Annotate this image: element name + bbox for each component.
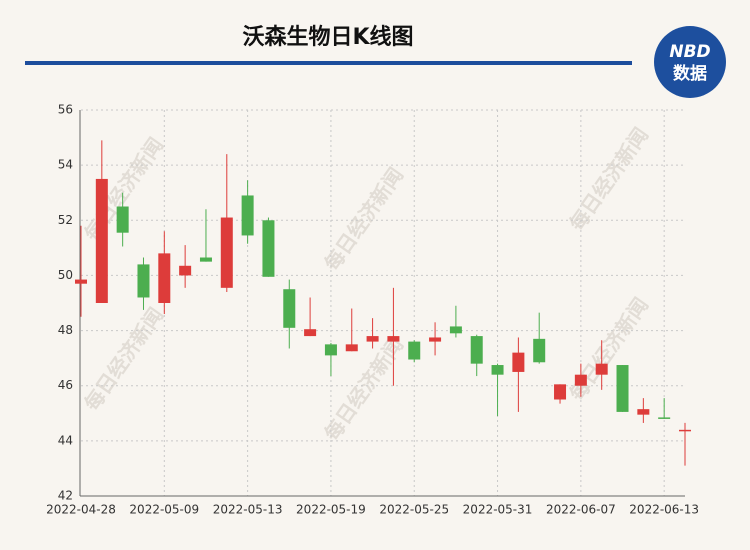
candle-body: [491, 365, 504, 375]
candle-body: [637, 409, 650, 415]
candle-body: [554, 384, 567, 400]
candle-body: [616, 365, 629, 412]
candle-body: [387, 336, 400, 342]
y-tick-label: 50: [58, 268, 73, 282]
candle-body: [95, 178, 108, 303]
y-tick-label: 42: [58, 489, 73, 503]
candle-body: [574, 374, 587, 386]
candle-body: [533, 338, 546, 363]
candle-body: [470, 336, 483, 364]
candle-body: [658, 417, 671, 419]
candle-body: [283, 289, 296, 328]
x-tick-label: 2022-05-13: [213, 503, 283, 517]
candle-body: [449, 326, 462, 334]
x-tick-label: 2022-04-28: [46, 503, 116, 517]
y-tick-label: 54: [58, 158, 73, 172]
candle-body: [262, 220, 275, 277]
x-tick-label: 2022-05-09: [129, 503, 199, 517]
logo-bottom: 数据: [673, 63, 707, 84]
x-tick-label: 2022-06-13: [629, 503, 699, 517]
y-tick-label: 56: [58, 103, 73, 117]
candle-body: [137, 264, 150, 298]
candle-body: [241, 195, 254, 236]
y-tick-label: 48: [58, 323, 73, 337]
candle-body: [199, 257, 212, 262]
y-tick-label: 46: [58, 378, 73, 392]
candle-body: [512, 352, 525, 372]
candle-body: [304, 329, 317, 337]
candle-body: [324, 344, 337, 356]
candle-body: [366, 336, 379, 342]
candle-body: [679, 429, 691, 432]
x-tick-label: 2022-05-31: [463, 503, 533, 517]
x-tick-label: 2022-05-25: [379, 503, 449, 517]
x-tick-label: 2022-05-19: [296, 503, 366, 517]
candle-body: [158, 253, 171, 303]
candle-body: [75, 279, 87, 284]
x-tick-label: 2022-06-07: [546, 503, 616, 517]
candle-body: [116, 206, 129, 233]
chart-title: 沃森生物日K线图: [242, 24, 413, 50]
y-tick-label: 44: [58, 433, 73, 447]
logo-top: NBD: [669, 42, 710, 62]
candle-body: [408, 341, 421, 360]
candle-body: [345, 344, 358, 352]
logo-circle: [654, 26, 726, 98]
y-tick-label: 52: [58, 213, 73, 227]
candle-body: [595, 363, 608, 375]
candle-body: [429, 337, 442, 342]
candle-body: [179, 265, 192, 276]
candle-body: [220, 217, 233, 288]
